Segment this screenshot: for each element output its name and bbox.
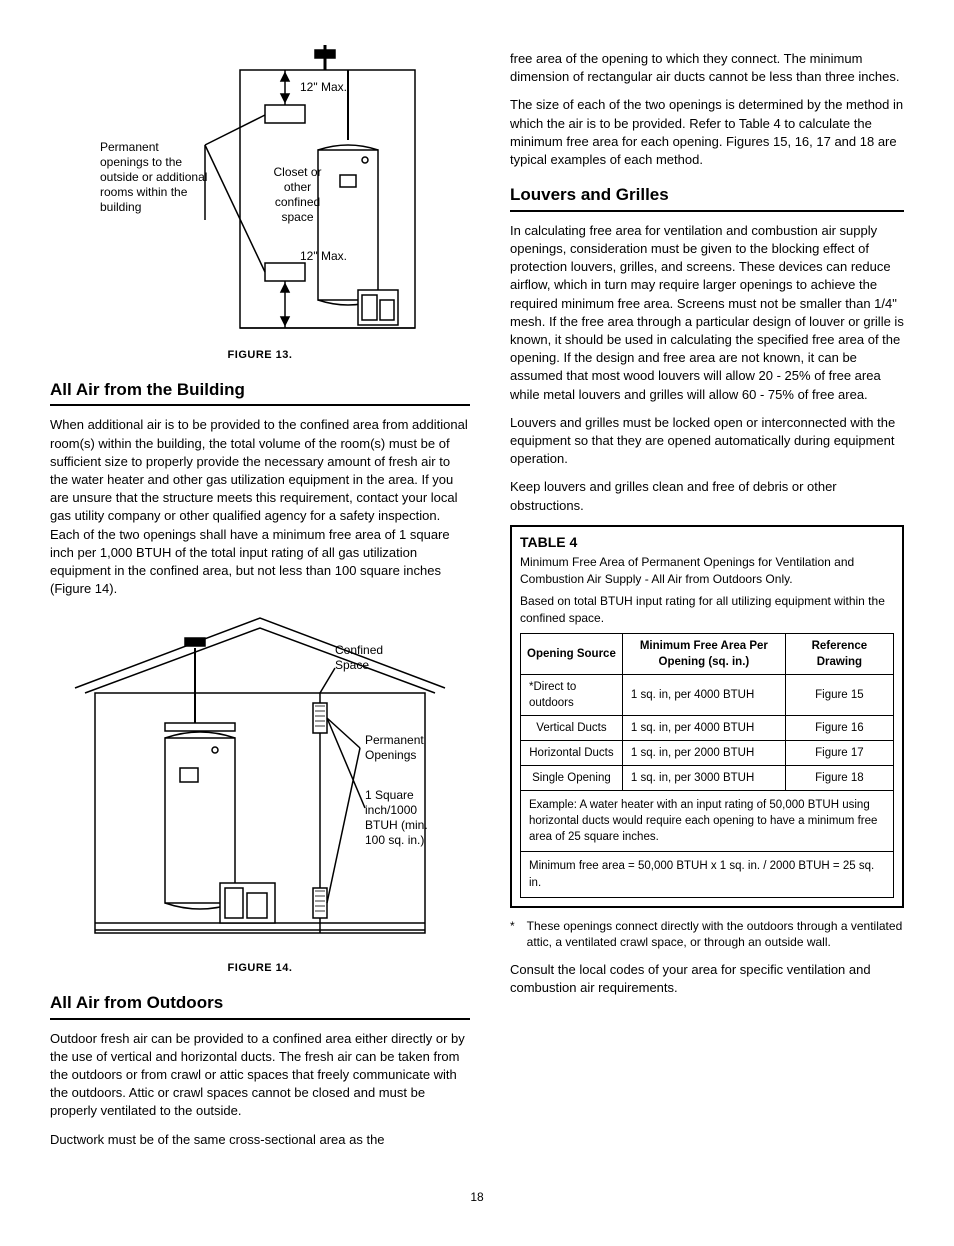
figure-13-caption: FIGURE 13. xyxy=(50,348,470,363)
table-row: Horizontal Ducts 1 sq. in, per 2000 BTUH… xyxy=(521,740,894,765)
table-4-title: TABLE 4 xyxy=(520,533,894,553)
louvers-p3: Keep louvers and grilles clean and free … xyxy=(510,478,904,514)
th-ref: Reference Drawing xyxy=(785,633,893,674)
right-column: free area of the opening to which they c… xyxy=(510,40,904,1159)
footnote: * These openings connect directly with t… xyxy=(510,918,904,952)
th-area: Minimum Free Area Per Opening (sq. in.) xyxy=(622,633,785,674)
table-4-desc2: Based on total BTUH input rating for all… xyxy=(520,593,894,627)
fig13-left-label: Permanent openings to the outside or add… xyxy=(100,140,210,215)
col2-p2: The size of each of the two openings is … xyxy=(510,96,904,169)
col2-p1: free area of the opening to which they c… xyxy=(510,50,904,86)
cell: 1 sq. in, per 4000 BTUH xyxy=(622,674,785,715)
table-header-row: Opening Source Minimum Free Area Per Ope… xyxy=(521,633,894,674)
heading-building: All Air from the Building xyxy=(50,378,470,407)
figure-14-caption: FIGURE 14. xyxy=(50,961,470,976)
fig13-top-label: 12" Max. xyxy=(300,80,347,95)
fig13-bottom-label: 12" Max. xyxy=(300,249,347,264)
cell: *Direct to outdoors xyxy=(521,674,623,715)
th-source: Opening Source xyxy=(521,633,623,674)
table-row: Single Opening 1 sq. in, per 3000 BTUH F… xyxy=(521,766,894,791)
cell: Figure 18 xyxy=(785,766,893,791)
table-example-row: Example: A water heater with an input ra… xyxy=(521,791,894,852)
left-column: Permanent openings to the outside or add… xyxy=(50,40,470,1159)
figure-14: Confined Space Permanent Openings 1 Squa… xyxy=(50,608,470,977)
cell: 1 sq. in, per 4000 BTUH xyxy=(622,715,785,740)
table-4: TABLE 4 Minimum Free Area of Permanent O… xyxy=(510,525,904,908)
fig14-perm-label: Permanent Openings xyxy=(365,733,445,763)
two-column-layout: Permanent openings to the outside or add… xyxy=(50,40,904,1159)
cell: Single Opening xyxy=(521,766,623,791)
footnote-symbol: * xyxy=(510,918,515,952)
cell: 1 sq. in, per 3000 BTUH xyxy=(622,766,785,791)
table-formula-row: Minimum free area = 50,000 BTUH x 1 sq. … xyxy=(521,852,894,897)
cell-example: Example: A water heater with an input ra… xyxy=(521,791,894,852)
page-number: 18 xyxy=(50,1189,904,1206)
fig14-conf-label: Confined Space xyxy=(335,643,405,673)
table-4-grid: Opening Source Minimum Free Area Per Ope… xyxy=(520,633,894,898)
cell: Figure 17 xyxy=(785,740,893,765)
cell-formula: Minimum free area = 50,000 BTUH x 1 sq. … xyxy=(521,852,894,897)
fig13-center-label: Closet or other confined space xyxy=(265,165,330,225)
fig14-sq-label: 1 Square inch/1000 BTUH (min. 100 sq. in… xyxy=(365,788,445,848)
heading-outdoors: All Air from Outdoors xyxy=(50,991,470,1020)
louvers-p1: In calculating free area for ventilation… xyxy=(510,222,904,404)
building-p1: When additional air is to be provided to… xyxy=(50,416,470,598)
outdoors-p1: Outdoor fresh air can be provided to a c… xyxy=(50,1030,470,1121)
heading-louvers: Louvers and Grilles xyxy=(510,183,904,212)
cell: Figure 15 xyxy=(785,674,893,715)
figure-13: Permanent openings to the outside or add… xyxy=(50,45,470,364)
consult-text: Consult the local codes of your area for… xyxy=(510,961,904,997)
outdoors-p2: Ductwork must be of the same cross-secti… xyxy=(50,1131,470,1149)
louvers-p2: Louvers and grilles must be locked open … xyxy=(510,414,904,469)
table-4-desc1: Minimum Free Area of Permanent Openings … xyxy=(520,554,894,588)
cell: Vertical Ducts xyxy=(521,715,623,740)
cell: 1 sq. in, per 2000 BTUH xyxy=(622,740,785,765)
table-row: Vertical Ducts 1 sq. in, per 4000 BTUH F… xyxy=(521,715,894,740)
cell: Figure 16 xyxy=(785,715,893,740)
footnote-text: These openings connect directly with the… xyxy=(527,918,904,952)
table-row: *Direct to outdoors 1 sq. in, per 4000 B… xyxy=(521,674,894,715)
cell: Horizontal Ducts xyxy=(521,740,623,765)
